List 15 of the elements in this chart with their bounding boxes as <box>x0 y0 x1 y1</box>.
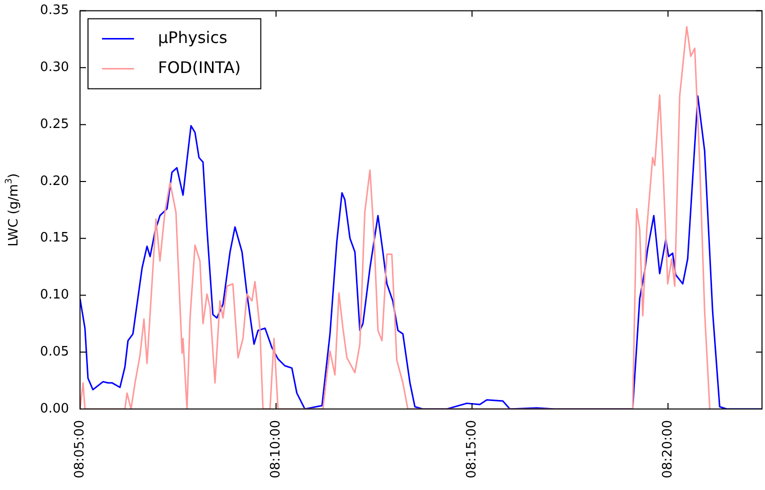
x-tick-label: 08:10:00 <box>268 420 284 478</box>
y-tick-label: 0.30 <box>40 60 69 76</box>
y-tick-label: 0.35 <box>40 3 69 18</box>
y-tick-label: 0.00 <box>40 401 69 416</box>
x-tick-label: 08:05:00 <box>72 420 88 478</box>
y-tick-label: 0.25 <box>40 116 69 132</box>
legend-label: FOD(INTA) <box>158 58 241 77</box>
y-axis-title: LWC (g/m3) <box>4 173 22 247</box>
x-tick-label: 08:20:00 <box>660 420 676 478</box>
y-tick-label: 0.05 <box>40 344 69 360</box>
y-tick-label: 0.20 <box>40 174 69 189</box>
x-tick-label: 08:15:00 <box>464 420 480 478</box>
legend-label: μPhysics <box>158 28 228 47</box>
y-tick-label: 0.15 <box>40 230 69 246</box>
y-tick-label: 0.10 <box>40 288 69 303</box>
